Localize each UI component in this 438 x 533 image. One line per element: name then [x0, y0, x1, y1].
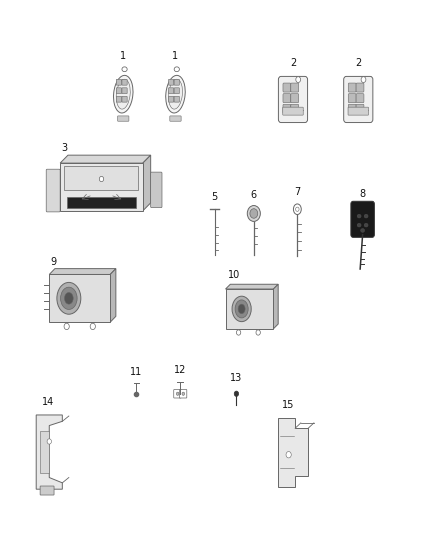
FancyBboxPatch shape: [291, 94, 299, 103]
Ellipse shape: [296, 207, 299, 212]
Ellipse shape: [57, 282, 81, 314]
FancyBboxPatch shape: [226, 289, 273, 329]
Text: 12: 12: [173, 365, 186, 375]
Ellipse shape: [237, 330, 241, 335]
FancyBboxPatch shape: [174, 96, 180, 102]
FancyBboxPatch shape: [348, 107, 368, 115]
FancyBboxPatch shape: [174, 390, 181, 398]
Ellipse shape: [90, 323, 95, 329]
Ellipse shape: [361, 77, 366, 83]
FancyBboxPatch shape: [283, 83, 291, 92]
Text: 6: 6: [251, 190, 257, 200]
Ellipse shape: [357, 214, 361, 218]
Text: 1: 1: [120, 51, 126, 61]
Polygon shape: [226, 284, 278, 289]
FancyBboxPatch shape: [46, 169, 60, 212]
FancyBboxPatch shape: [169, 96, 174, 102]
Text: 13: 13: [230, 373, 243, 383]
Ellipse shape: [286, 451, 291, 458]
Text: 5: 5: [212, 192, 218, 202]
FancyBboxPatch shape: [348, 94, 356, 103]
FancyBboxPatch shape: [180, 390, 187, 398]
FancyBboxPatch shape: [291, 104, 299, 114]
FancyBboxPatch shape: [348, 104, 356, 114]
Ellipse shape: [234, 391, 239, 397]
FancyBboxPatch shape: [351, 201, 374, 237]
Ellipse shape: [256, 330, 260, 335]
FancyBboxPatch shape: [151, 172, 162, 208]
Ellipse shape: [47, 439, 51, 444]
Ellipse shape: [116, 79, 130, 109]
Ellipse shape: [113, 75, 133, 113]
Ellipse shape: [166, 75, 185, 113]
FancyBboxPatch shape: [116, 88, 121, 94]
FancyBboxPatch shape: [67, 197, 136, 208]
FancyBboxPatch shape: [174, 79, 180, 85]
FancyBboxPatch shape: [60, 163, 143, 211]
Text: 9: 9: [50, 256, 57, 266]
FancyBboxPatch shape: [283, 104, 291, 114]
Ellipse shape: [238, 304, 245, 314]
Text: 11: 11: [130, 367, 142, 377]
FancyBboxPatch shape: [283, 107, 303, 115]
Text: 7: 7: [294, 187, 300, 197]
Ellipse shape: [235, 300, 248, 318]
Text: 3: 3: [61, 142, 67, 152]
FancyBboxPatch shape: [49, 274, 110, 322]
Ellipse shape: [64, 293, 73, 304]
FancyBboxPatch shape: [64, 166, 138, 190]
Ellipse shape: [169, 79, 183, 109]
Text: 14: 14: [42, 397, 54, 407]
Ellipse shape: [296, 77, 300, 83]
Ellipse shape: [122, 67, 127, 71]
Ellipse shape: [60, 287, 77, 310]
Ellipse shape: [247, 206, 260, 221]
FancyBboxPatch shape: [356, 104, 364, 114]
FancyBboxPatch shape: [117, 116, 129, 121]
Ellipse shape: [232, 296, 251, 321]
FancyBboxPatch shape: [169, 79, 174, 85]
Ellipse shape: [364, 223, 368, 227]
FancyBboxPatch shape: [356, 94, 364, 103]
FancyBboxPatch shape: [122, 96, 127, 102]
Polygon shape: [110, 269, 116, 322]
FancyBboxPatch shape: [174, 88, 180, 94]
Ellipse shape: [250, 209, 258, 218]
FancyBboxPatch shape: [122, 88, 127, 94]
Ellipse shape: [64, 323, 69, 329]
Text: 15: 15: [283, 400, 295, 410]
Text: 2: 2: [290, 58, 296, 68]
FancyBboxPatch shape: [122, 79, 127, 85]
Polygon shape: [273, 284, 278, 329]
FancyBboxPatch shape: [283, 94, 291, 103]
FancyBboxPatch shape: [291, 83, 299, 92]
FancyBboxPatch shape: [356, 83, 364, 92]
Ellipse shape: [360, 229, 364, 232]
FancyBboxPatch shape: [348, 83, 356, 92]
Text: 1: 1: [173, 51, 179, 61]
Text: 2: 2: [355, 58, 361, 68]
Polygon shape: [143, 155, 151, 211]
Ellipse shape: [182, 392, 185, 395]
Text: 10: 10: [228, 270, 240, 280]
FancyBboxPatch shape: [116, 96, 121, 102]
Ellipse shape: [293, 204, 301, 215]
FancyBboxPatch shape: [40, 431, 49, 473]
FancyBboxPatch shape: [170, 116, 181, 121]
FancyBboxPatch shape: [344, 76, 373, 123]
Text: 8: 8: [360, 189, 366, 199]
Ellipse shape: [357, 223, 361, 227]
FancyBboxPatch shape: [40, 486, 54, 495]
Polygon shape: [49, 269, 116, 274]
Ellipse shape: [174, 67, 180, 71]
Polygon shape: [60, 155, 151, 163]
FancyBboxPatch shape: [169, 88, 174, 94]
Polygon shape: [278, 418, 308, 487]
FancyBboxPatch shape: [116, 79, 121, 85]
Ellipse shape: [99, 176, 104, 182]
Polygon shape: [36, 415, 62, 489]
FancyBboxPatch shape: [279, 76, 307, 123]
Ellipse shape: [177, 392, 179, 395]
Ellipse shape: [364, 214, 368, 218]
